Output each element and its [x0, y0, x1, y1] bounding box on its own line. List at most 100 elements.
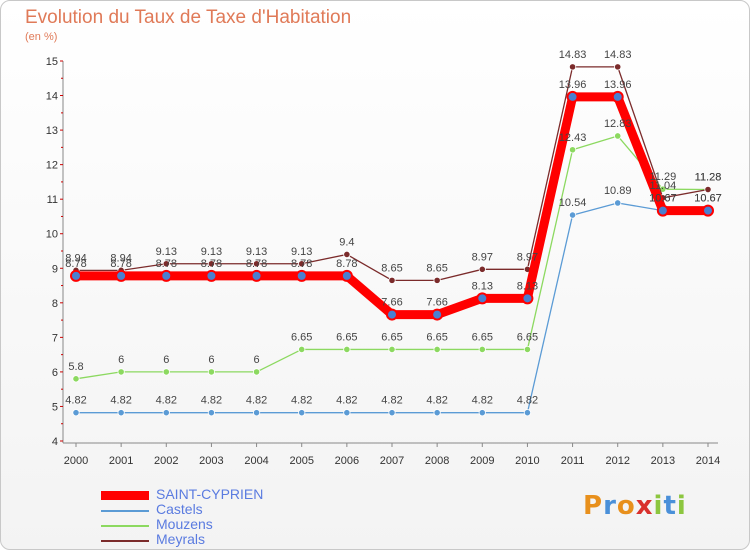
chart-subtitle: (en %): [25, 31, 58, 43]
data-label: 13.96: [604, 79, 632, 91]
y-tick-label: 5: [52, 401, 58, 413]
x-tick-label: 2003: [199, 455, 223, 467]
chart-series: [70, 63, 714, 417]
data-point: [207, 409, 216, 417]
data-label: 8.78: [336, 258, 357, 270]
data-label: 8.78: [201, 258, 222, 270]
data-label: 9.4: [339, 236, 354, 248]
data-point: [298, 409, 306, 417]
data-label: 6.65: [426, 331, 447, 343]
data-label: 10.67: [649, 193, 677, 205]
data-label: 8.97: [517, 251, 538, 263]
data-label: 11.29: [649, 171, 676, 183]
data-label: 6: [163, 354, 169, 366]
data-point: [521, 292, 534, 305]
data-point: [433, 409, 441, 417]
legend-label: Meyrals: [156, 531, 206, 547]
data-label: 6.65: [336, 331, 357, 343]
data-point: [252, 368, 261, 376]
data-point: [388, 409, 396, 417]
data-point: [162, 368, 170, 376]
data-point: [162, 409, 170, 417]
data-label: 4.82: [426, 395, 447, 407]
data-point: [566, 90, 579, 103]
data-label: 4.82: [156, 395, 177, 407]
data-point: [162, 260, 170, 268]
data-point: [386, 308, 398, 321]
data-point: [388, 276, 396, 284]
logo-letter: r: [603, 491, 617, 521]
logo-letter: x: [635, 491, 654, 521]
data-label: 9.13: [201, 246, 222, 258]
data-label: 4.82: [381, 395, 402, 407]
data-label: 6.65: [381, 331, 402, 343]
data-point: [72, 375, 80, 383]
y-tick-label: 10: [46, 229, 58, 241]
data-point: [478, 345, 486, 354]
data-label: 12.43: [559, 132, 587, 144]
x-tick-label: 2005: [289, 455, 313, 467]
x-tick-label: 2011: [561, 455, 585, 467]
y-tick-label: 9: [52, 263, 58, 275]
data-label: 14.83: [604, 49, 632, 61]
data-point: [295, 269, 308, 282]
legend-swatch: [101, 491, 149, 500]
data-point: [611, 90, 624, 103]
data-point: [117, 409, 125, 417]
y-tick-label: 11: [47, 194, 58, 206]
data-label: 12.83: [604, 118, 632, 130]
x-tick-label: 2000: [64, 455, 88, 467]
data-label: 9.13: [246, 246, 267, 258]
data-label: 6: [254, 354, 260, 366]
data-point: [250, 269, 263, 282]
x-tick-label: 2010: [515, 455, 539, 467]
y-tick-label: 7: [52, 332, 58, 344]
data-label: 8.65: [426, 262, 447, 274]
data-point: [72, 409, 80, 417]
x-tick-label: 2006: [335, 455, 359, 467]
legend-label: SAINT-CYPRIEN: [156, 486, 264, 502]
legend-swatch: [101, 539, 149, 542]
chart-data-labels: 8.78 8.78 8.78 8.78 8.78 8.78 8.78 7.66 7.66 8.13…: [65, 49, 721, 407]
data-point: [478, 409, 486, 417]
data-label: 8.78: [65, 258, 86, 270]
logo-letter: o: [616, 491, 636, 521]
data-point: [207, 368, 216, 376]
data-label: 10.54: [559, 197, 587, 209]
data-label: 9.13: [291, 246, 312, 258]
x-tick-label: 2002: [154, 455, 178, 467]
data-point: [476, 292, 489, 305]
x-tick-label: 2009: [470, 455, 494, 467]
data-label: 9.13: [156, 246, 177, 258]
data-point: [433, 276, 441, 284]
x-tick-label: 2013: [651, 455, 675, 467]
data-point: [433, 345, 441, 354]
data-label: 11.28: [695, 172, 722, 184]
data-point: [614, 63, 622, 71]
data-point: [252, 260, 261, 268]
data-point: [298, 260, 306, 268]
data-point: [704, 185, 712, 194]
data-point: [252, 409, 261, 417]
data-label: 8.94: [65, 252, 86, 264]
data-point: [205, 269, 218, 282]
data-label: 10.89: [604, 185, 632, 197]
data-label: 14.83: [559, 49, 587, 61]
data-label: 6: [118, 354, 124, 366]
data-label: 8.78: [291, 258, 312, 270]
data-label: 4.82: [65, 395, 86, 407]
data-point: [568, 63, 577, 71]
data-label: 6: [208, 354, 214, 366]
data-label: 8.94: [110, 252, 131, 264]
x-tick-label: 2008: [425, 455, 449, 467]
logo-letter: i: [653, 491, 664, 521]
data-label: 8.97: [472, 251, 493, 263]
data-point: [70, 269, 82, 282]
data-point: [343, 409, 351, 417]
data-label: 6.65: [517, 331, 538, 343]
data-label: 8.13: [472, 280, 493, 292]
data-point: [523, 409, 532, 417]
data-point: [656, 204, 669, 217]
